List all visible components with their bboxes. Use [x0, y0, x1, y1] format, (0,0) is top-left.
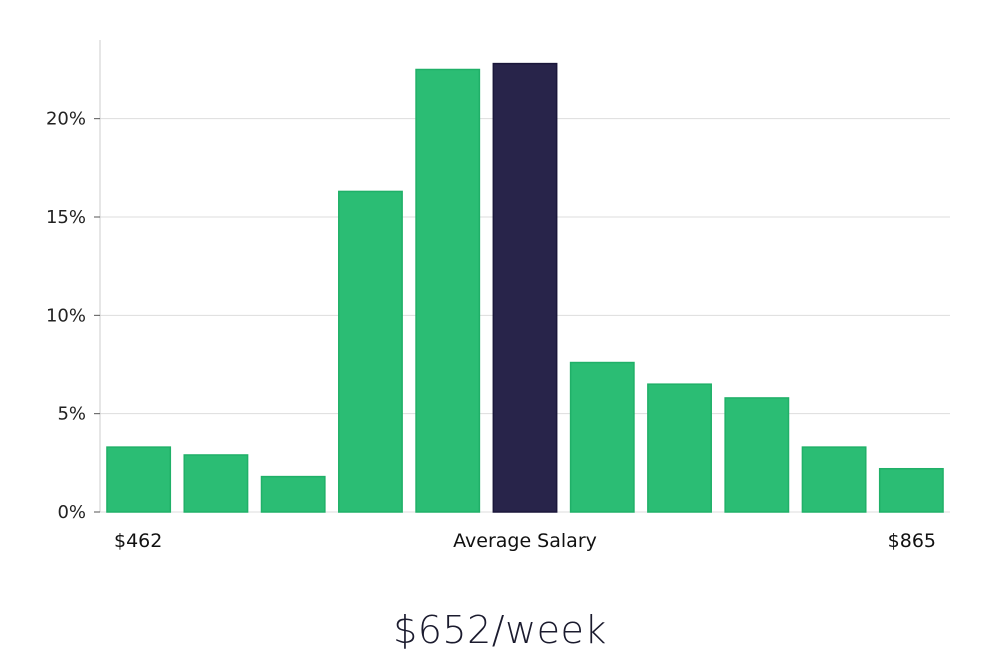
- x-label-max: $865: [888, 530, 936, 552]
- salary-distribution-chart: 0% 5% 10% 15% 20% $462 Average Salary $865: [46, 40, 950, 552]
- bar: [724, 397, 790, 513]
- y-tick-label: 10%: [46, 305, 86, 326]
- y-axis-ticks: 0% 5% 10% 15% 20%: [46, 109, 100, 523]
- y-tick-label: 0%: [57, 502, 86, 523]
- y-tick-label: 15%: [46, 207, 86, 228]
- y-tick-label: 5%: [57, 404, 86, 425]
- y-tick-label: 20%: [46, 109, 86, 130]
- bar: [647, 383, 712, 513]
- bar: [183, 454, 249, 513]
- bar: [878, 467, 944, 513]
- bar-average-salary: [492, 62, 558, 513]
- bar: [106, 446, 172, 513]
- bar: [338, 190, 403, 513]
- bar: [569, 361, 635, 513]
- x-label-min: $462: [114, 530, 162, 552]
- bar: [260, 475, 326, 513]
- bar: [801, 446, 867, 513]
- average-salary-value: $652/week: [393, 608, 607, 652]
- x-label-center: Average Salary: [453, 530, 597, 552]
- bar: [415, 68, 481, 513]
- bars: [106, 62, 944, 513]
